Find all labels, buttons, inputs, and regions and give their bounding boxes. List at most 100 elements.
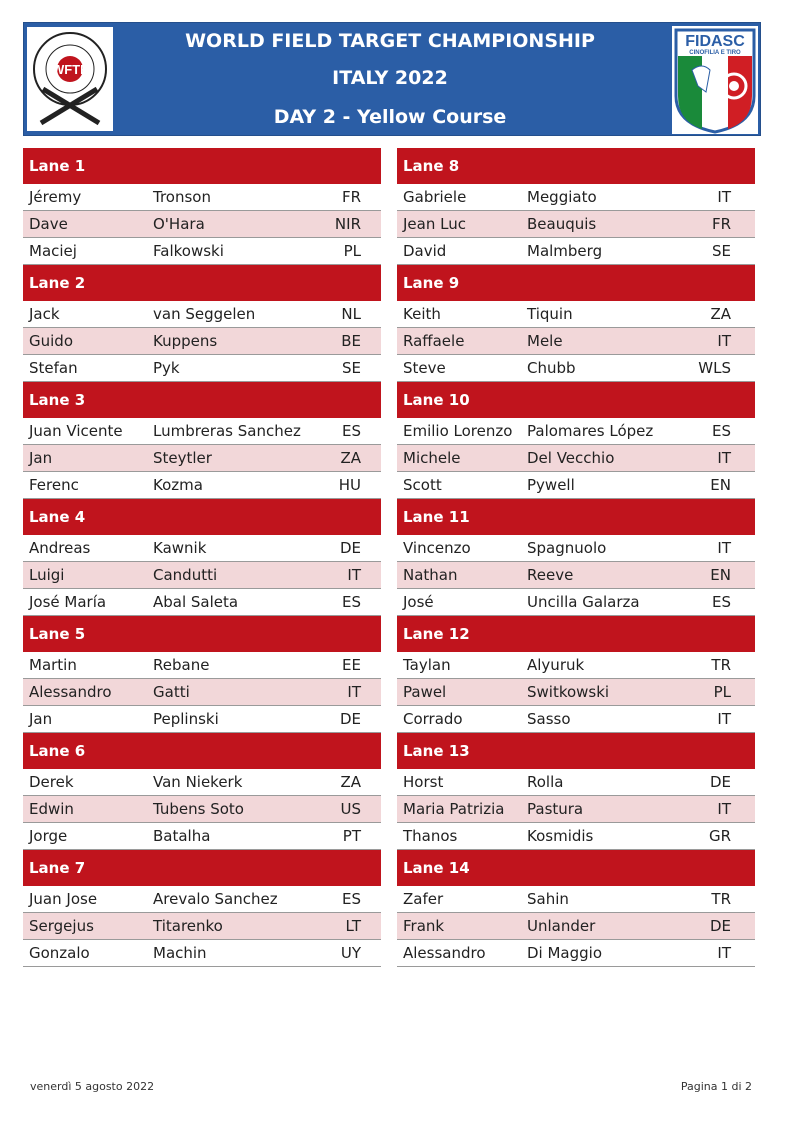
first-name: Alessandro bbox=[403, 944, 486, 962]
lane-header: Lane 7 bbox=[23, 850, 381, 886]
lane-block: Lane 14 Zafer Sahin TR Frank Unlander DE Alessa… bbox=[397, 850, 755, 967]
lane-block: Lane 1 Jéremy Tronson FR Dave O'Hara NIR Maciej… bbox=[23, 148, 381, 265]
country-code: EN bbox=[710, 566, 731, 584]
first-name: Juan Vicente bbox=[29, 422, 123, 440]
last-name: Machin bbox=[153, 944, 207, 962]
last-name: Mele bbox=[527, 332, 563, 350]
lane-block: Lane 5 Martin Rebane EE Alessandro Gatti IT Jan… bbox=[23, 616, 381, 733]
shooter-row: Corrado Sasso IT bbox=[397, 706, 755, 733]
last-name: Switkowski bbox=[527, 683, 610, 701]
shooter-row: Taylan Alyuruk TR bbox=[397, 652, 755, 679]
shooter-row: Alessandro Di Maggio IT bbox=[397, 940, 755, 967]
first-name: Derek bbox=[29, 773, 74, 791]
first-name: Jan bbox=[29, 710, 53, 728]
last-name: Van Niekerk bbox=[153, 773, 243, 791]
country-code: US bbox=[340, 800, 361, 818]
shooter-row: Horst Rolla DE bbox=[397, 769, 755, 796]
country-code: SE bbox=[342, 359, 361, 377]
first-name: Keith bbox=[403, 305, 441, 323]
first-name: Thanos bbox=[403, 827, 458, 845]
lanes-column-right: Lane 8 Gabriele Meggiato IT Jean Luc Beauquis… bbox=[397, 148, 755, 967]
shooter-row: Derek Van Niekerk ZA bbox=[23, 769, 381, 796]
shooter-row: Frank Unlander DE bbox=[397, 913, 755, 940]
lane-block: Lane 10 Emilio Lorenzo Palomares López ES Mi… bbox=[397, 382, 755, 499]
country-code: PT bbox=[342, 827, 361, 845]
shooter-row: Jack van Seggelen NL bbox=[23, 301, 381, 328]
country-code: TR bbox=[711, 656, 731, 674]
shooter-row: Andreas Kawnik DE bbox=[23, 535, 381, 562]
last-name: Di Maggio bbox=[527, 944, 603, 962]
lanes-column-left: Lane 1 Jéremy Tronson FR Dave O'Hara NIR Maciej… bbox=[23, 148, 381, 967]
shooter-row: José María Abal Saleta ES bbox=[23, 589, 381, 616]
last-name: O'Hara bbox=[153, 215, 205, 233]
country-code: IT bbox=[717, 800, 731, 818]
country-code: ES bbox=[712, 422, 731, 440]
country-code: ZA bbox=[710, 305, 731, 323]
country-code: DE bbox=[709, 773, 731, 791]
first-name: Frank bbox=[403, 917, 445, 935]
shooter-row: Jan Peplinski DE bbox=[23, 706, 381, 733]
country-code: IT bbox=[717, 449, 731, 467]
lane-block: Lane 2 Jack van Seggelen NL Guido Kuppens BE St… bbox=[23, 265, 381, 382]
country-code: IT bbox=[347, 683, 361, 701]
first-name: Sergejus bbox=[29, 917, 94, 935]
first-name: Martin bbox=[29, 656, 77, 674]
country-code: SE bbox=[712, 242, 731, 260]
last-name: Palomares López bbox=[527, 422, 654, 440]
country-code: PL bbox=[713, 683, 731, 701]
first-name: Andreas bbox=[29, 539, 91, 557]
lane-header: Lane 5 bbox=[23, 616, 381, 652]
country-code: DE bbox=[709, 917, 731, 935]
shooter-row: Nathan Reeve EN bbox=[397, 562, 755, 589]
lane-block: Lane 7 Juan Jose Arevalo Sanchez ES Sergejus… bbox=[23, 850, 381, 967]
shooter-row: Zafer Sahin TR bbox=[397, 886, 755, 913]
wftf-logo: WFTF bbox=[27, 27, 113, 131]
last-name: Tiquin bbox=[527, 305, 573, 323]
shooter-row: Luigi Candutti IT bbox=[23, 562, 381, 589]
lane-header: Lane 14 bbox=[397, 850, 755, 886]
first-name: Guido bbox=[29, 332, 73, 350]
last-name: Sahin bbox=[527, 890, 569, 908]
last-name: Sasso bbox=[527, 710, 571, 728]
last-name: Gatti bbox=[153, 683, 190, 701]
last-name: Del Vecchio bbox=[527, 449, 615, 467]
last-name: Lumbreras Sanchez bbox=[153, 422, 301, 440]
first-name: Maciej bbox=[29, 242, 77, 260]
country-code: ZA bbox=[340, 773, 361, 791]
shooter-row: Jan Steytler ZA bbox=[23, 445, 381, 472]
first-name: Jean Luc bbox=[403, 215, 466, 233]
first-name: José María bbox=[29, 593, 107, 611]
lane-block: Lane 9 Keith Tiquin ZA Raffaele Mele IT Steve Ch… bbox=[397, 265, 755, 382]
fidasc-logo: FIDASC CINOFILIA E TIRO bbox=[672, 26, 758, 134]
first-name: Jéremy bbox=[29, 188, 82, 206]
country-code: ES bbox=[342, 422, 361, 440]
first-name: David bbox=[403, 242, 447, 260]
country-code: IT bbox=[717, 710, 731, 728]
shooter-row: Guido Kuppens BE bbox=[23, 328, 381, 355]
lane-block: Lane 13 Horst Rolla DE Maria Patrizia Pastura… bbox=[397, 733, 755, 850]
first-name: Pawel bbox=[403, 683, 447, 701]
last-name: Pyk bbox=[153, 359, 180, 377]
first-name: Scott bbox=[403, 476, 442, 494]
shooter-row: Vincenzo Spagnuolo IT bbox=[397, 535, 755, 562]
shooter-row: Martin Rebane EE bbox=[23, 652, 381, 679]
lane-block: Lane 3 Juan Vicente Lumbreras Sanchez ES Jan… bbox=[23, 382, 381, 499]
country-code: HU bbox=[338, 476, 361, 494]
shooter-row: Ferenc Kozma HU bbox=[23, 472, 381, 499]
shooter-row: Jean Luc Beauquis FR bbox=[397, 211, 755, 238]
first-name: Jan bbox=[29, 449, 53, 467]
last-name: Tubens Soto bbox=[153, 800, 244, 818]
last-name: Uncilla Galarza bbox=[527, 593, 640, 611]
shooter-row: Stefan Pyk SE bbox=[23, 355, 381, 382]
first-name: Zafer bbox=[403, 890, 444, 908]
country-code: IT bbox=[717, 188, 731, 206]
shooter-row: Keith Tiquin ZA bbox=[397, 301, 755, 328]
country-code: TR bbox=[711, 890, 731, 908]
lane-header: Lane 2 bbox=[23, 265, 381, 301]
first-name: Gonzalo bbox=[29, 944, 90, 962]
country-code: ES bbox=[342, 593, 361, 611]
country-code: ES bbox=[712, 593, 731, 611]
first-name: Edwin bbox=[29, 800, 74, 818]
last-name: Kawnik bbox=[153, 539, 207, 557]
last-name: Abal Saleta bbox=[153, 593, 239, 611]
